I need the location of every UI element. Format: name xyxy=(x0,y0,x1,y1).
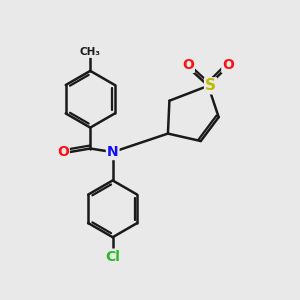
Text: O: O xyxy=(57,145,69,159)
Text: N: N xyxy=(107,145,118,159)
Text: CH₃: CH₃ xyxy=(80,47,101,57)
Text: S: S xyxy=(205,78,216,93)
Text: Cl: Cl xyxy=(105,250,120,264)
Text: O: O xyxy=(182,58,194,72)
Text: O: O xyxy=(222,58,234,72)
